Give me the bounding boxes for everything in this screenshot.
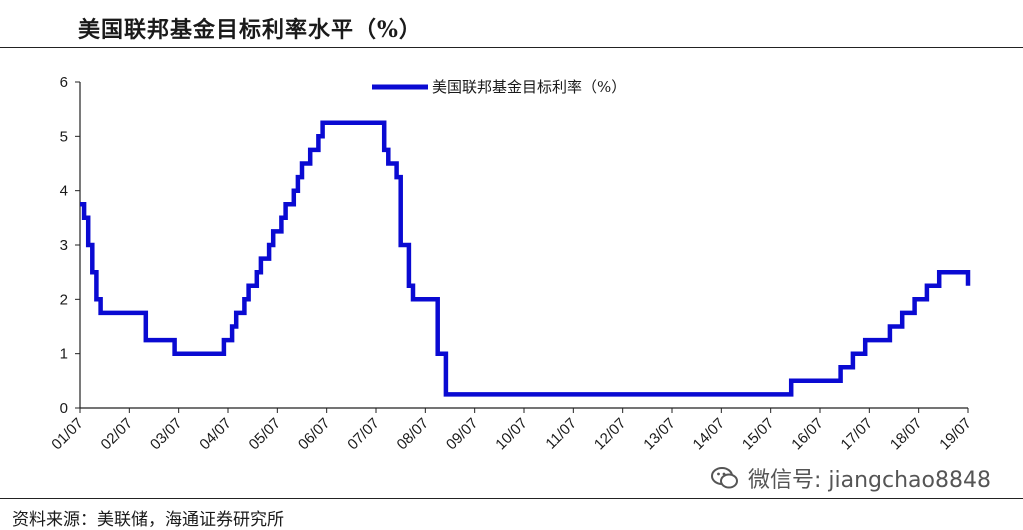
x-tick-label: 18/07 <box>887 415 926 454</box>
source-note: 资料来源：美联储，海通证券研究所 <box>12 510 284 530</box>
y-tick-label: 0 <box>60 400 68 417</box>
x-tick-label: 16/07 <box>788 415 827 454</box>
x-tick-label: 04/07 <box>196 415 235 454</box>
x-tick-label: 13/07 <box>640 415 679 454</box>
y-tick-label: 5 <box>60 128 68 145</box>
top-divider <box>0 47 1023 48</box>
chart-plot-area <box>80 120 971 397</box>
chart-legend: 美国联邦基金目标利率（%） <box>372 78 626 96</box>
watermark-text: 微信号: jiangchao8848 <box>748 468 991 493</box>
series-line <box>80 120 971 397</box>
x-tick-label: 10/07 <box>492 415 531 454</box>
x-tick-label: 11/07 <box>542 415 580 453</box>
wechat-icon <box>711 467 738 489</box>
wechat-watermark: 微信号: jiangchao8848 <box>710 462 991 494</box>
x-tick-label: 15/07 <box>739 415 778 454</box>
x-tick-label: 06/07 <box>295 415 334 454</box>
x-tick-label: 17/07 <box>838 415 877 454</box>
x-tick-label: 09/07 <box>443 415 482 454</box>
x-tick-label: 02/07 <box>98 415 137 454</box>
x-tick-label: 07/07 <box>344 415 383 454</box>
x-tick-label: 03/07 <box>147 415 186 454</box>
x-tick-label: 05/07 <box>246 415 285 454</box>
y-tick-label: 2 <box>60 291 68 308</box>
x-tick-label: 08/07 <box>394 415 433 454</box>
y-tick-label: 1 <box>60 346 68 363</box>
bottom-divider <box>0 498 1023 499</box>
x-tick-label: 01/07 <box>48 415 87 454</box>
legend-label: 美国联邦基金目标利率（%） <box>432 78 626 96</box>
x-tick-label: 12/07 <box>591 415 630 454</box>
y-tick-label: 4 <box>60 183 68 200</box>
x-tick-label: 14/07 <box>690 415 729 454</box>
x-tick-label: 19/07 <box>936 415 975 454</box>
y-tick-label: 6 <box>60 74 68 91</box>
y-tick-label: 3 <box>60 237 68 254</box>
page-title: 美国联邦基金目标利率水平（%） <box>78 17 422 43</box>
